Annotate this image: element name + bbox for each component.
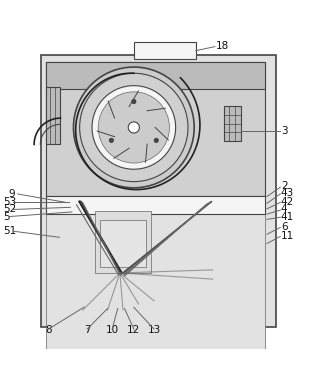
Text: 9: 9 (8, 189, 15, 199)
Bar (46, 196, 265, 214)
Bar (100, 220, 146, 267)
Bar (46, 214, 265, 388)
Circle shape (98, 92, 169, 163)
Circle shape (73, 67, 194, 188)
Text: 2: 2 (281, 181, 287, 191)
Text: 41: 41 (281, 211, 294, 222)
Text: 10: 10 (106, 325, 119, 335)
Text: 53: 53 (3, 197, 16, 207)
Circle shape (132, 100, 136, 103)
Text: 18: 18 (216, 41, 229, 51)
Circle shape (155, 139, 158, 142)
Bar (46, 62, 265, 196)
Text: 7: 7 (84, 325, 91, 335)
Text: 42: 42 (281, 197, 294, 207)
Text: 43: 43 (281, 189, 294, 198)
Bar (95, 211, 151, 273)
Bar (41, 55, 276, 327)
Text: 3: 3 (281, 126, 287, 135)
Text: 8: 8 (45, 325, 52, 335)
Bar (224, 106, 241, 141)
Bar (134, 42, 196, 59)
Circle shape (128, 122, 139, 133)
Circle shape (80, 73, 188, 182)
Text: 5: 5 (3, 211, 10, 222)
Bar (46, 62, 265, 89)
Text: 13: 13 (147, 325, 160, 335)
Text: 52: 52 (3, 204, 16, 215)
Text: 11: 11 (281, 231, 294, 241)
Text: 6: 6 (281, 222, 287, 232)
Text: 12: 12 (127, 325, 141, 335)
Text: 51: 51 (3, 226, 16, 236)
Text: 4: 4 (281, 204, 287, 215)
Bar (46, 87, 60, 144)
Circle shape (92, 86, 176, 169)
Circle shape (109, 139, 113, 142)
